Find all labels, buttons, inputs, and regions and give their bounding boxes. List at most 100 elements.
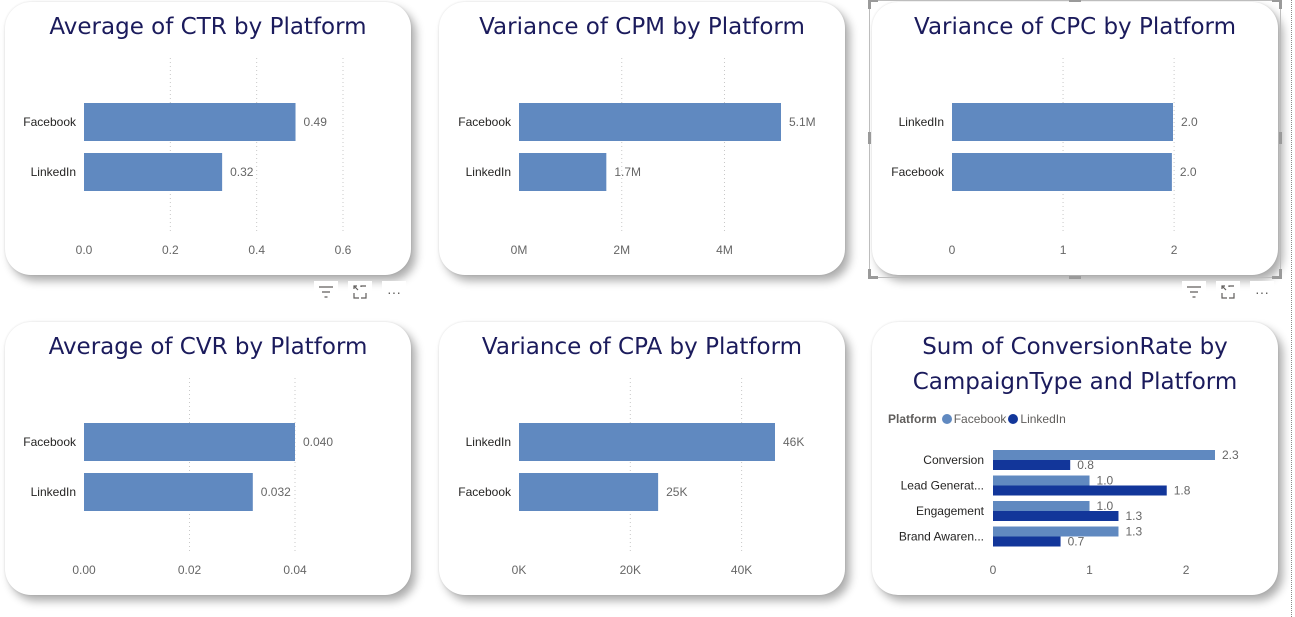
bar-linkedin[interactable]	[993, 511, 1119, 521]
bar[interactable]	[84, 423, 295, 461]
bar-chart-cpm[interactable]: 0M 2M 4M Facebook 5.1M LinkedIn 1.7M	[439, 2, 845, 275]
resize-handle[interactable]	[1279, 132, 1282, 144]
chart-title: Variance of CPM by Platform	[479, 14, 805, 40]
y-category-label: LinkedIn	[31, 165, 76, 179]
chart-card-ctr[interactable]: Average of CTR by Platform 0.0 0.2 0.4 0.6 F…	[5, 2, 411, 275]
y-category-label: Facebook	[458, 485, 512, 499]
legend-item-linkedin[interactable]: LinkedIn	[1008, 412, 1066, 426]
chart-card-cvr[interactable]: Average of CVR by Platform 0.00 0.02 0.04 F…	[5, 322, 411, 595]
bar-facebook[interactable]	[993, 450, 1215, 460]
visual-header-ctr: ···	[314, 281, 406, 303]
data-label: 0.040	[303, 435, 333, 449]
y-category-label: Facebook	[458, 115, 512, 129]
filter-icon[interactable]	[314, 281, 338, 303]
chart-title: Sum of ConversionRate by CampaignType an…	[912, 334, 1238, 395]
resize-handle[interactable]	[868, 269, 871, 279]
canvas-edge	[1291, 0, 1292, 617]
chart-card-conversion-rate[interactable]: Sum of ConversionRate by CampaignType an…	[872, 322, 1278, 595]
y-category-label: Facebook	[23, 435, 77, 449]
bar-chart-ctr[interactable]: 0.0 0.2 0.4 0.6 Facebook 0.49 LinkedIn 0.32	[5, 2, 411, 275]
data-label: 1.0	[1097, 499, 1114, 513]
y-category-label: Conversion	[923, 453, 984, 467]
data-label: 0.49	[304, 115, 328, 129]
bar[interactable]	[84, 103, 296, 141]
filter-icon[interactable]	[1182, 281, 1206, 303]
bar[interactable]	[519, 423, 775, 461]
bar-facebook[interactable]	[993, 475, 1090, 486]
x-tick-label: 0.6	[335, 243, 352, 257]
resize-handle[interactable]	[1279, 0, 1282, 9]
bar-facebook[interactable]	[993, 526, 1119, 537]
x-tick-label: 0.4	[248, 243, 265, 257]
x-tick-label: 0.00	[72, 563, 96, 577]
bar-linkedin[interactable]	[993, 536, 1061, 547]
more-options-icon[interactable]: ···	[382, 281, 406, 303]
bar-linkedin[interactable]	[993, 460, 1071, 470]
bar-linkedin[interactable]	[993, 485, 1167, 496]
data-label: 25K	[666, 485, 687, 499]
data-label: 1.7M	[614, 165, 641, 179]
data-label: 2.0	[1180, 165, 1197, 179]
focus-mode-icon[interactable]	[1216, 281, 1240, 303]
legend-item-facebook[interactable]: Facebook	[941, 412, 1006, 426]
x-tick-label: 2	[1171, 243, 1178, 257]
bar[interactable]	[519, 103, 781, 141]
x-tick-label: 40K	[731, 563, 752, 577]
resize-handle[interactable]	[868, 276, 878, 279]
bar[interactable]	[519, 153, 607, 191]
x-tick-label: 2	[1183, 563, 1190, 577]
legend-title: Platform	[888, 412, 937, 426]
chart-card-cpm[interactable]: Variance of CPM by Platform 0M 2M 4M Facebo…	[439, 2, 845, 275]
data-label: 0.8	[1077, 458, 1094, 472]
legend-dot-facebook	[941, 414, 952, 424]
bar[interactable]	[84, 473, 253, 511]
bar[interactable]	[84, 153, 223, 191]
x-tick-label: 0	[949, 243, 956, 257]
visual-header-cpc: ···	[1182, 281, 1274, 303]
data-label: 0.032	[261, 485, 291, 499]
y-category-label: Facebook	[23, 115, 77, 129]
chart-title: Average of CTR by Platform	[49, 14, 367, 40]
x-tick-label: 0K	[512, 563, 527, 577]
y-category-label: LinkedIn	[899, 115, 944, 129]
resize-handle[interactable]	[868, 132, 871, 144]
y-category-label: LinkedIn	[466, 165, 511, 179]
bar-facebook[interactable]	[993, 501, 1090, 511]
x-tick-label: 4M	[716, 243, 733, 257]
chart-card-cpa[interactable]: Variance of CPA by Platform 0K 20K 40K Link…	[439, 322, 845, 595]
bar-chart-cpc[interactable]: 0 1 2 LinkedIn 2.0 Facebook 2.0	[872, 2, 1278, 275]
legend-dot-linkedin	[1008, 414, 1019, 424]
resize-handle[interactable]	[868, 0, 871, 9]
data-label: 1.8	[1174, 484, 1191, 498]
bar[interactable]	[519, 473, 659, 511]
focus-mode-icon[interactable]	[348, 281, 372, 303]
bar-chart-cpa[interactable]: 0K 20K 40K LinkedIn 46K Facebook 25K	[439, 322, 845, 595]
x-tick-label: 0	[990, 563, 997, 577]
x-tick-label: 20K	[620, 563, 641, 577]
x-tick-label: 0.04	[283, 563, 307, 577]
bar-chart-cvr[interactable]: 0.00 0.02 0.04 Facebook 0.040 LinkedIn 0.032	[5, 322, 411, 595]
y-category-label: Engagement	[916, 504, 985, 518]
x-tick-label: 1	[1060, 243, 1067, 257]
x-tick-label: 0.2	[162, 243, 179, 257]
data-label: 0.7	[1068, 535, 1085, 549]
x-tick-label: 1	[1086, 563, 1093, 577]
y-category-label: LinkedIn	[31, 485, 76, 499]
data-label: 46K	[783, 435, 804, 449]
resize-handle[interactable]	[1272, 276, 1282, 279]
resize-handle[interactable]	[1279, 269, 1282, 279]
y-category-label: Lead Generat...	[901, 479, 984, 493]
data-label: 2.3	[1222, 448, 1239, 462]
y-category-label: Brand Awaren...	[899, 530, 984, 544]
x-tick-label: 0.0	[76, 243, 93, 257]
data-label: 1.3	[1125, 525, 1142, 539]
resize-handle[interactable]	[1069, 276, 1081, 279]
grouped-bar-chart-conversion-rate[interactable]: 0 1 2 Conversion 2.3 0.8 Lead Generat... 1.0 1.8…	[872, 322, 1278, 595]
bar[interactable]	[952, 103, 1173, 141]
y-category-label: LinkedIn	[466, 435, 511, 449]
bar[interactable]	[952, 153, 1172, 191]
more-options-icon[interactable]: ···	[1250, 281, 1274, 303]
chart-card-cpc[interactable]: Variance of CPC by Platform 0 1 2 LinkedIn 2…	[872, 2, 1278, 275]
chart-title: Variance of CPA by Platform	[481, 334, 803, 360]
chart-title: Average of CVR by Platform	[48, 334, 368, 360]
